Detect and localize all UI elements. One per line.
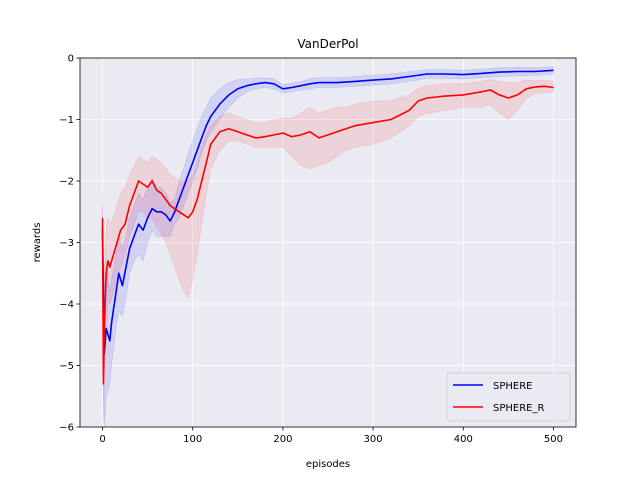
- legend-label-sphere: SPHERE: [493, 381, 532, 392]
- confidence-bands: [102, 66, 554, 428]
- y-tick-label: −6: [59, 423, 74, 434]
- y-tick-label: −1: [59, 115, 74, 126]
- x-tick-label: 200: [273, 434, 292, 445]
- y-tick-label: −4: [59, 300, 74, 311]
- y-tick-label: −5: [59, 361, 74, 372]
- y-tick-label: −3: [59, 238, 74, 249]
- x-tick-label: 0: [99, 434, 105, 445]
- x-tick-label: 300: [364, 434, 383, 445]
- band-sphere-r: [102, 79, 554, 421]
- x-tick-label: 500: [544, 434, 563, 445]
- x-axis-ticks: 0 100 200 300 400 500: [99, 427, 563, 445]
- y-tick-label: 0: [68, 54, 74, 65]
- y-axis-ticks: 0 −1 −2 −3 −4 −5 −6: [59, 54, 80, 434]
- chart-title: VanDerPol: [297, 37, 358, 51]
- legend-label-sphere-r: SPHERE_R: [493, 403, 544, 414]
- x-axis-label: episodes: [306, 459, 350, 470]
- y-axis-label: rewards: [32, 223, 43, 263]
- x-tick-label: 400: [454, 434, 473, 445]
- y-tick-label: −2: [59, 177, 74, 188]
- series-line-sphere-r: [101, 85, 554, 385]
- series-line-sphere: [101, 69, 554, 355]
- legend: SPHERE SPHERE_R: [446, 372, 571, 422]
- band-sphere: [102, 66, 554, 428]
- series-lines: [101, 69, 554, 385]
- x-tick-label: 100: [183, 434, 202, 445]
